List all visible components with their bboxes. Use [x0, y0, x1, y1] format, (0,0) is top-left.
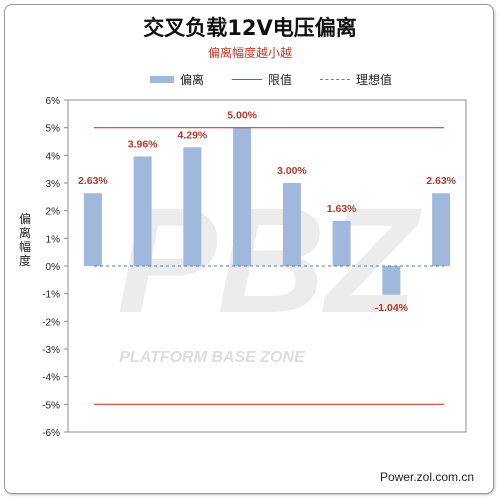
legend-item-ideal: 理想值 — [320, 71, 392, 88]
chart-subtitle: 偏离幅度越小越 — [207, 46, 292, 60]
legend-item-deviation: 偏离 — [150, 71, 204, 88]
legend-swatch-limit — [232, 78, 263, 80]
legend-swatch-ideal — [320, 78, 351, 80]
chart-title: 交叉负载12V电压偏离 — [143, 16, 357, 40]
legend-label-limit: 限值 — [268, 72, 293, 87]
legend-item-limit: 限值 — [232, 71, 292, 88]
y-axis-label: 偏离幅度 — [18, 212, 31, 268]
legend-label-deviation: 偏离 — [180, 72, 205, 87]
legend-label-ideal: 理想值 — [356, 72, 393, 87]
legend-swatch-bar — [150, 75, 174, 83]
footer-source: Power.zol.com.cn — [379, 470, 474, 484]
legend: 偏离 限值 理想值 — [150, 70, 420, 88]
